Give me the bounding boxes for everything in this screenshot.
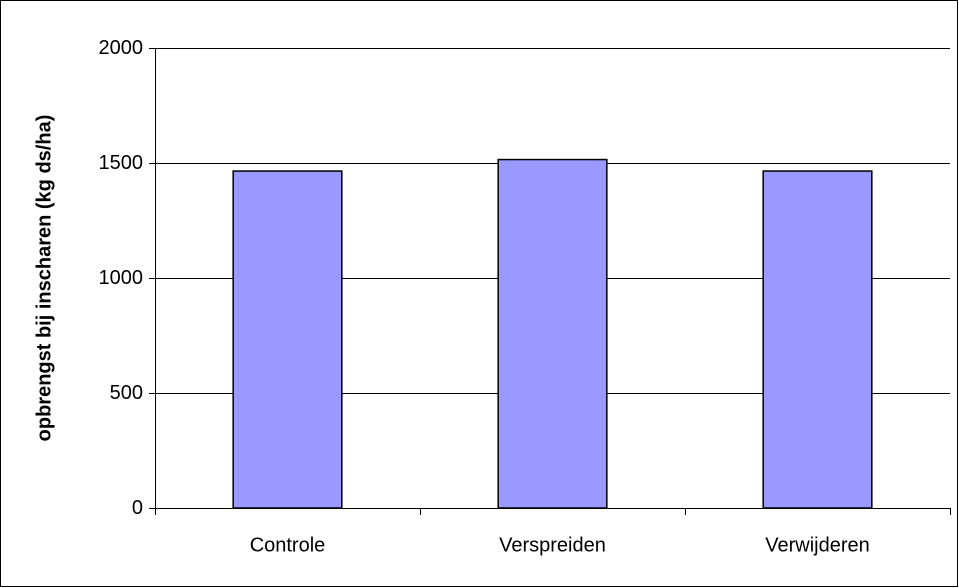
- bar: [762, 170, 873, 509]
- y-tick-label: 500: [110, 382, 143, 404]
- y-tick-label: 2000: [99, 37, 144, 59]
- y-tick-label: 1000: [99, 267, 144, 289]
- x-tick-label: Controle: [250, 534, 326, 556]
- y-tick-label: 1500: [99, 152, 144, 174]
- y-tick-label: 0: [132, 497, 143, 519]
- bar: [232, 170, 343, 509]
- x-tick-label: Verwijderen: [765, 534, 870, 556]
- bar: [497, 158, 608, 509]
- y-axis-label: opbrengst bij inscharen (kg ds/ha): [33, 115, 55, 442]
- x-tick-label: Verspreiden: [499, 534, 606, 556]
